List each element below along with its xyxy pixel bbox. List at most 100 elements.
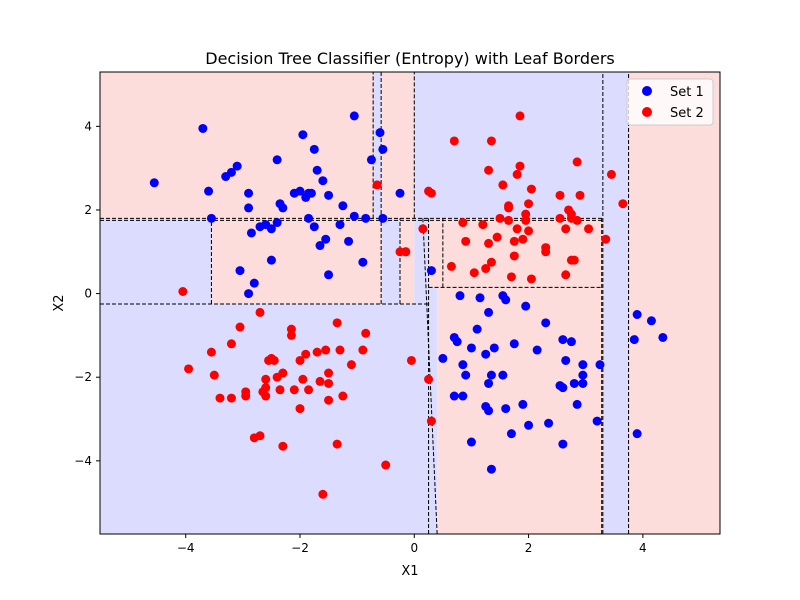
point-set-2-63 <box>481 264 491 274</box>
y-tick-label: −4 <box>74 454 92 468</box>
point-set-1-44 <box>366 155 376 165</box>
point-set-1-6 <box>226 167 236 177</box>
point-set-1-94 <box>592 416 602 426</box>
point-set-1-88 <box>566 337 576 347</box>
point-set-1-21 <box>278 203 288 213</box>
point-set-1-23 <box>295 186 305 196</box>
x-tick-label: 2 <box>525 541 533 555</box>
point-set-1-91 <box>578 360 588 370</box>
point-set-2-84 <box>524 199 534 209</box>
point-set-1-45 <box>375 128 385 138</box>
point-set-1-47 <box>378 213 388 223</box>
point-set-2-104 <box>606 169 616 179</box>
point-set-2-35 <box>318 489 328 499</box>
x-axis-label: X1 <box>401 564 418 579</box>
point-set-2-62 <box>478 220 488 230</box>
point-set-2-73 <box>504 215 514 225</box>
point-set-1-46 <box>378 144 388 154</box>
point-set-2-24 <box>278 441 288 451</box>
point-set-2-80 <box>515 161 525 171</box>
point-set-2-52 <box>418 224 428 234</box>
point-set-1-11 <box>244 289 254 299</box>
point-set-2-75 <box>509 236 519 246</box>
point-set-1-81 <box>541 318 551 328</box>
point-set-1-54 <box>455 291 465 301</box>
point-set-2-33 <box>312 347 322 357</box>
point-set-1-99 <box>658 332 668 342</box>
point-set-2-93 <box>561 224 571 234</box>
point-set-1-19 <box>272 155 282 165</box>
point-set-2-77 <box>512 169 522 179</box>
point-set-2-10 <box>241 391 251 401</box>
point-set-2-26 <box>286 330 296 340</box>
point-set-2-39 <box>324 368 334 378</box>
point-set-2-41 <box>332 439 342 449</box>
y-axis-label: X2 <box>52 294 67 311</box>
point-set-2-7 <box>226 339 236 349</box>
point-set-2-72 <box>504 201 514 211</box>
point-set-1-40 <box>349 211 359 221</box>
point-set-1-96 <box>632 309 642 319</box>
point-set-2-68 <box>492 232 502 242</box>
point-set-1-3 <box>204 186 214 196</box>
point-set-2-30 <box>298 374 308 384</box>
point-set-1-56 <box>449 391 459 401</box>
point-set-1-12 <box>249 278 259 288</box>
point-set-2-12 <box>255 431 265 441</box>
point-set-1-75 <box>506 429 516 439</box>
point-set-1-48 <box>395 188 405 198</box>
point-set-1-59 <box>466 343 476 353</box>
leaf-region-10 <box>400 218 415 305</box>
point-set-2-37 <box>324 378 334 388</box>
leaf-region-12 <box>428 218 443 288</box>
point-set-1-27 <box>306 188 316 198</box>
point-set-2-86 <box>526 184 536 194</box>
point-set-2-17 <box>261 391 271 401</box>
point-set-1-34 <box>315 241 325 251</box>
point-set-2-64 <box>484 238 494 248</box>
point-set-1-76 <box>509 339 519 349</box>
point-set-2-48 <box>406 355 416 365</box>
point-set-1-2 <box>198 123 208 133</box>
point-set-2-100 <box>572 157 582 167</box>
point-set-1-50 <box>426 266 436 276</box>
point-set-2-16 <box>261 383 271 393</box>
point-set-2-98 <box>569 255 579 265</box>
leaf-region-14 <box>100 304 429 534</box>
point-set-1-79 <box>524 420 534 430</box>
point-set-2-60 <box>461 236 471 246</box>
point-set-2-23 <box>278 368 288 378</box>
point-set-1-24 <box>298 130 308 140</box>
leaf-region-13 <box>442 218 603 288</box>
point-set-1-38 <box>335 220 345 230</box>
point-set-1-85 <box>558 335 568 345</box>
leaf-region-16 <box>437 287 603 534</box>
point-set-2-43 <box>338 391 348 401</box>
point-set-2-74 <box>506 272 516 282</box>
legend-label-set-2: Set 2 <box>670 106 704 121</box>
point-set-2-1 <box>178 287 188 297</box>
y-tick-label: 0 <box>84 287 92 301</box>
point-set-1-80 <box>532 345 542 355</box>
point-set-1-4 <box>206 213 216 223</box>
point-set-2-90 <box>555 190 565 200</box>
point-set-1-89 <box>569 378 579 388</box>
point-set-2-76 <box>509 251 519 261</box>
point-set-1-55 <box>458 360 468 370</box>
point-set-1-70 <box>486 464 496 474</box>
point-set-1-33 <box>309 222 319 232</box>
point-set-1-17 <box>266 255 276 265</box>
point-set-2-2 <box>184 364 194 374</box>
point-set-2-55 <box>424 374 434 384</box>
point-set-1-36 <box>324 270 334 280</box>
leaf-region-15 <box>428 287 438 534</box>
point-set-2-20 <box>269 355 279 365</box>
point-set-2-36 <box>321 345 331 355</box>
point-set-1-74 <box>501 404 511 414</box>
point-set-1-57 <box>458 391 468 401</box>
point-set-1-90 <box>572 399 582 409</box>
point-set-2-91 <box>555 213 565 223</box>
point-set-2-22 <box>275 385 285 395</box>
point-set-1-93 <box>578 378 588 388</box>
leaf-region-8 <box>211 218 382 305</box>
